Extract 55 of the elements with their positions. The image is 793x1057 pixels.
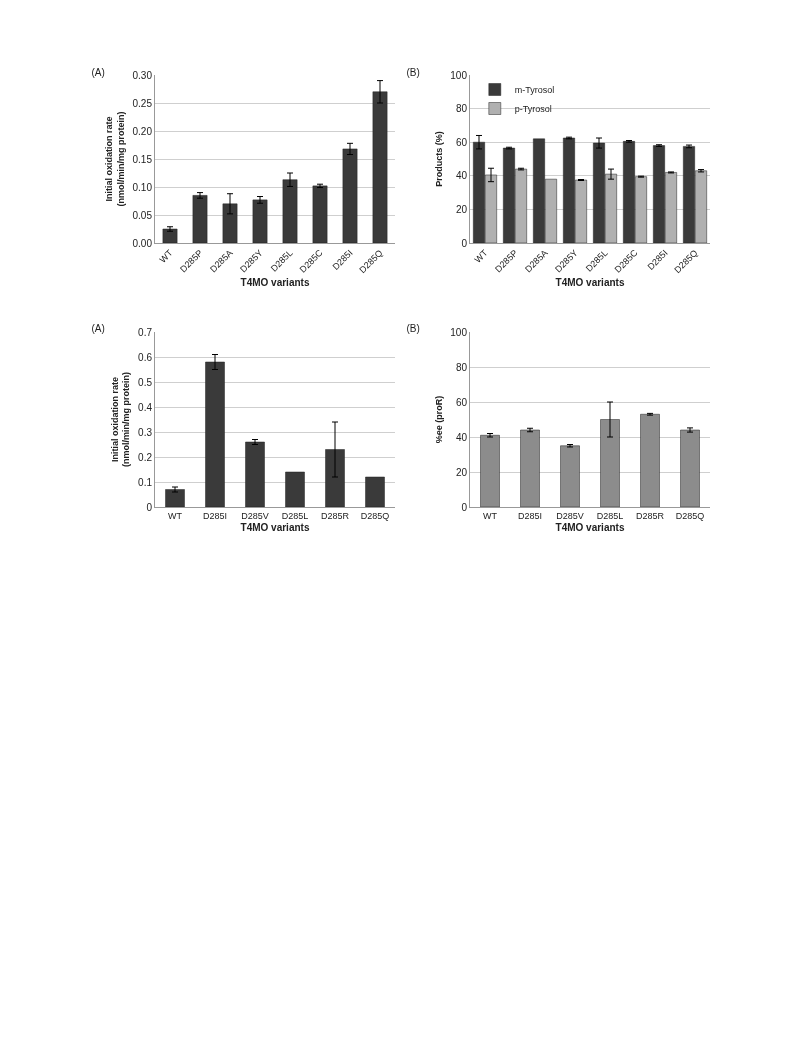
y-tick-label: 80 bbox=[455, 103, 468, 115]
y-tick-label: 0.2 bbox=[138, 451, 153, 463]
y-tick-label: 0.30 bbox=[132, 69, 153, 81]
y-tick-label: 0.00 bbox=[132, 237, 153, 249]
y-tick-label: 0.5 bbox=[138, 376, 153, 388]
y-tick-label: 0.15 bbox=[132, 153, 153, 165]
y-tick-label: 0.4 bbox=[138, 401, 153, 413]
x-tick-label: WT bbox=[472, 247, 490, 265]
x-tick-label: D285I bbox=[517, 510, 543, 521]
y-tick-label: 0 bbox=[461, 501, 468, 513]
y-tick-label: 0 bbox=[146, 501, 153, 513]
y-axis-title: Initial oxidation rate (nmol/min/mg protein) bbox=[104, 111, 126, 207]
y-tick-label: 0.10 bbox=[132, 181, 153, 193]
y-tick-label: 80 bbox=[455, 361, 468, 373]
x-axis-title: T4MO variants bbox=[240, 522, 310, 534]
chart-title: (B) bbox=[406, 323, 420, 335]
x-axis-title: T4MO variants bbox=[555, 522, 625, 534]
y-axis-title: %ee (proR) bbox=[433, 395, 444, 444]
x-tick-label: D285I bbox=[202, 510, 228, 521]
chart-title: (A) bbox=[91, 323, 105, 335]
y-tick-label: 0.3 bbox=[138, 426, 153, 438]
y-tick-label: 100 bbox=[450, 326, 468, 338]
y-tick-label: 60 bbox=[455, 396, 468, 408]
y-tick-label: 0.6 bbox=[138, 351, 153, 363]
y-tick-label: 60 bbox=[455, 136, 468, 148]
x-tick-label: D285V bbox=[241, 510, 269, 521]
x-tick-label: D285R bbox=[320, 510, 350, 521]
x-tick-label: D285Q bbox=[675, 510, 705, 521]
y-tick-label: 0 bbox=[461, 237, 468, 249]
x-tick-label: D285R bbox=[635, 510, 665, 521]
x-tick-label: D285L bbox=[281, 510, 309, 521]
x-tick-label: D285V bbox=[556, 510, 584, 521]
chart-title: (B) bbox=[406, 66, 420, 78]
x-tick-label: WT bbox=[157, 247, 175, 265]
x-tick-label: WT bbox=[483, 510, 498, 521]
y-tick-label: 0.7 bbox=[138, 326, 153, 338]
y-tick-label: 100 bbox=[450, 69, 468, 81]
y-tick-label: 0.20 bbox=[132, 125, 153, 137]
x-tick-label: D285L bbox=[596, 510, 624, 521]
legend-label: p-Tyrosol bbox=[514, 104, 552, 115]
x-tick-label: WT bbox=[168, 510, 183, 521]
y-tick-label: 0.05 bbox=[132, 209, 153, 221]
y-tick-label: 40 bbox=[455, 431, 468, 443]
legend-label: m-Tyrosol bbox=[514, 85, 555, 96]
y-tick-label: 0.25 bbox=[132, 97, 153, 109]
y-tick-label: 20 bbox=[455, 203, 468, 215]
y-tick-label: 40 bbox=[455, 170, 468, 182]
chart-title: (A) bbox=[91, 66, 105, 78]
x-axis-title: T4MO variants bbox=[240, 276, 310, 288]
y-axis-title: Products (%) bbox=[433, 131, 444, 187]
y-axis-title: Initial oxidation rate (nmol/min/mg protein) bbox=[109, 372, 132, 467]
x-tick-label: D285Q bbox=[360, 510, 390, 521]
y-tick-label: 20 bbox=[455, 466, 468, 478]
y-tick-label: 0.1 bbox=[138, 476, 153, 488]
x-axis-title: T4MO variants bbox=[555, 276, 625, 288]
